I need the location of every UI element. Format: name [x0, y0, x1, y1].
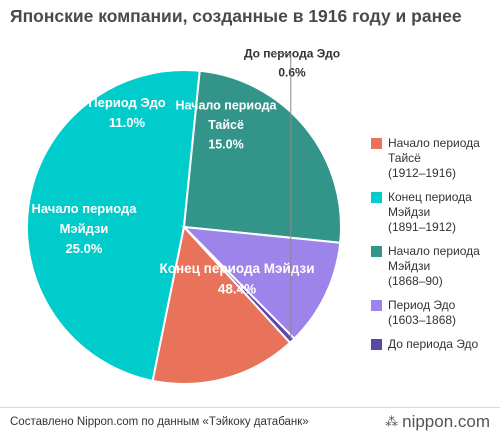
leader-line — [270, 53, 292, 340]
legend-label: Начало периода Тайсё (1912–1916) — [388, 136, 480, 180]
legend-item: Начало периода Мэйдзи (1868–90) — [371, 244, 500, 289]
legend-label: Период Эдо (1603–1868) — [388, 298, 457, 327]
legend-item: Начало периода Тайсё (1912–1916) — [371, 136, 500, 181]
pie-slices — [25, 69, 342, 385]
pie-slice — [151, 224, 292, 385]
legend-swatch — [371, 138, 382, 149]
slice-label: До периода Эдо 0.6% — [244, 47, 340, 80]
pie-slice — [181, 225, 342, 341]
legend-swatch — [371, 300, 382, 311]
chart-legend: Начало периода Тайсё (1912–1916) Конец пер… — [371, 136, 500, 361]
legend-item: До периода Эдо — [371, 337, 500, 352]
legend-swatch — [371, 246, 382, 257]
pie-slice — [25, 69, 201, 383]
source-note: Составлено Nippon.com по данным «Тэйкоку… — [10, 415, 309, 428]
slice-label: Период Эдо 11.0% — [88, 95, 165, 130]
legend-item: Период Эдо (1603–1868) — [371, 298, 500, 328]
logo-text: nippon.com — [402, 411, 490, 431]
slice-label: Начало периода Тайсё 15.0% — [176, 99, 278, 152]
slice-label: Конец периода Мэйдзи 48.4% — [159, 261, 314, 297]
legend-swatch — [371, 192, 382, 203]
legend-label: Конец периода Мэйдзи (1891–1912) — [388, 190, 472, 234]
legend-label: До периода Эдо — [388, 337, 479, 351]
slice-labels: Конец периода Мэйдзи 48.4% Начало периода М… — [32, 47, 340, 340]
pie-chart: Конец периода Мэйдзи 48.4% Начало периода М… — [25, 47, 342, 385]
legend-item: Конец периода Мэйдзи (1891–1912) — [371, 190, 500, 235]
site-logo: ⁂ nippon.com — [385, 412, 490, 432]
chart-title: Японские компании, созданные в 1916 году… — [10, 6, 462, 26]
legend-label: Начало периода Мэйдзи (1868–90) — [388, 244, 480, 288]
nippon-logo-icon: ⁂ — [385, 413, 399, 429]
footer: Составлено Nippon.com по данным «Тэйкоку… — [0, 407, 500, 435]
pie-slice — [182, 69, 342, 244]
legend-swatch — [371, 339, 382, 350]
slice-label: Начало периода Мэйдзи 25.0% — [32, 201, 138, 256]
